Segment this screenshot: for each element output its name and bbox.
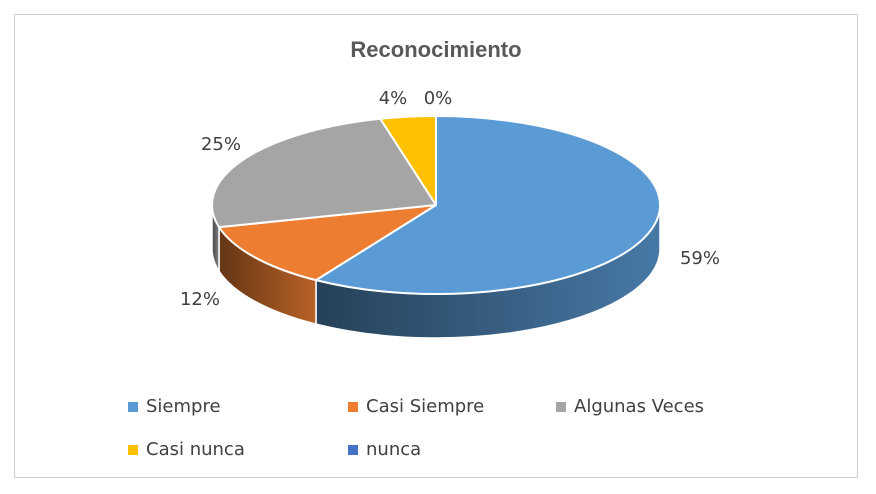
legend-item-casi-nunca: Casi nunca	[128, 439, 245, 460]
data-label-nunca: 0%	[424, 88, 453, 109]
pie-slice-siempre	[314, 115, 661, 295]
legend-item-nunca: nunca	[348, 439, 421, 460]
data-label-casi-nunca: 4%	[379, 88, 408, 109]
chart-title: Reconocimiento	[350, 37, 522, 62]
legend-label-casi-nunca: Casi nunca	[146, 439, 245, 460]
legend-label-nunca: nunca	[366, 439, 422, 460]
pie-slice-casi-nunca	[379, 115, 437, 206]
data-label-casi-siempre: 12%	[180, 289, 220, 310]
pie-slice-algunas-veces	[211, 117, 437, 229]
legend-label-algunas-veces: Algunas Veces	[574, 396, 705, 417]
pie-slice-casi-siempre	[218, 204, 437, 282]
legend-swatch-algunas-veces	[556, 401, 566, 412]
legend-swatch-casi-siempre	[348, 401, 358, 412]
legend-label-casi-siempre: Casi Siempre	[366, 396, 485, 417]
pie-labels: 59% 12% 25% 4% 0%	[180, 88, 720, 310]
legend-label-siempre: Siempre	[146, 396, 221, 417]
pie-top	[211, 115, 661, 295]
data-label-algunas-veces: 25%	[201, 134, 241, 155]
legend-item-algunas-veces: Algunas Veces	[556, 396, 704, 417]
data-label-siempre: 59%	[680, 248, 720, 269]
legend-item-casi-siempre: Casi Siempre	[348, 396, 484, 417]
legend-item-siempre: Siempre	[128, 396, 221, 417]
legend-swatch-siempre	[128, 401, 138, 412]
legend-swatch-nunca	[348, 444, 358, 455]
legend-swatch-casi-nunca	[128, 444, 138, 455]
